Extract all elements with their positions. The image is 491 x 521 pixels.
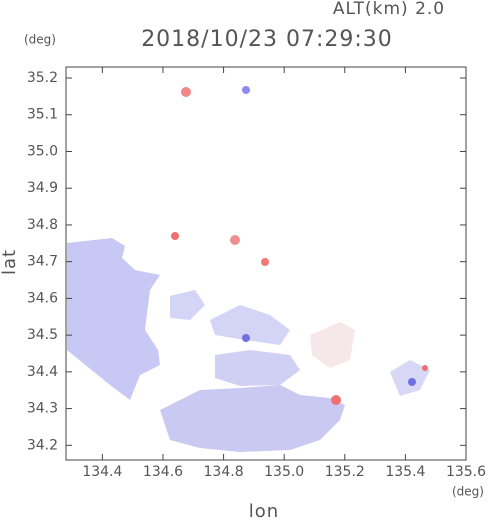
y-tick-label: 34.9	[27, 180, 58, 196]
x-tick-label: 135.0	[264, 464, 304, 480]
chart-title: 2018/10/23 07:29:30	[141, 27, 393, 52]
y-tick-label: 34.8	[27, 217, 58, 233]
y-unit: (deg)	[24, 33, 56, 47]
x-tick-label: 135.6	[446, 464, 486, 480]
radar-echo	[67, 86, 430, 452]
y-tick-label: 34.6	[27, 290, 58, 306]
x-unit: (deg)	[452, 485, 484, 499]
y-tick-label: 34.3	[27, 401, 58, 417]
x-label: lon	[249, 501, 279, 521]
y-tick-label: 34.5	[27, 327, 58, 343]
subtitle: ALT(km) 2.0	[333, 0, 445, 19]
plot-frame	[65, 66, 467, 461]
y-tick-label: 35.2	[27, 70, 58, 86]
y-tick-label: 35.0	[27, 143, 58, 159]
y-tick-label: 35.1	[27, 107, 58, 123]
x-tick-label: 134.4	[82, 464, 122, 480]
x-tick-label: 135.2	[325, 464, 365, 480]
x-tick-label: 134.6	[143, 464, 183, 480]
y-tick-label: 34.7	[27, 254, 58, 270]
x-tick-label: 134.8	[204, 464, 244, 480]
y-tick-label: 34.4	[27, 364, 58, 380]
x-tick-label: 135.4	[385, 464, 425, 480]
y-tick-label: 34.2	[27, 437, 58, 453]
y-label: lat	[0, 249, 20, 275]
